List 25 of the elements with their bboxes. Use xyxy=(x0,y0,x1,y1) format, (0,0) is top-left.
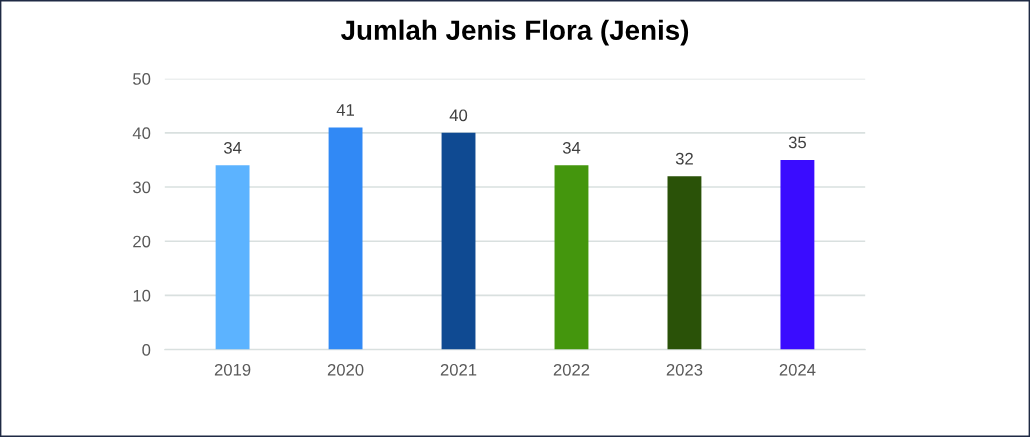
x-tick-label: 2021 xyxy=(440,363,477,376)
bar xyxy=(328,127,363,350)
y-tick-label: 10 xyxy=(133,289,151,302)
bar xyxy=(780,159,815,350)
y-tick-label: 20 xyxy=(133,235,151,248)
bar xyxy=(215,165,250,350)
y-tick-label: 50 xyxy=(133,73,151,85)
x-tick-label: 2022 xyxy=(553,363,590,376)
bar xyxy=(554,165,589,350)
x-tick-label: 2023 xyxy=(666,363,703,376)
chart-title: Jumlah Jenis Flora (Jenis) xyxy=(341,19,689,46)
y-tick-label: 30 xyxy=(133,181,151,194)
y-tick-label: 0 xyxy=(142,344,151,356)
data-label: 34 xyxy=(223,141,242,154)
bar xyxy=(441,132,476,350)
data-label: 32 xyxy=(675,152,693,165)
bar xyxy=(667,176,702,350)
data-label: 34 xyxy=(562,141,581,154)
data-label: 41 xyxy=(336,104,355,116)
x-tick-label: 2019 xyxy=(214,363,251,376)
x-tick-label: 2024 xyxy=(779,363,816,376)
x-tick-label: 2020 xyxy=(327,363,364,376)
y-tick-label: 40 xyxy=(132,127,151,140)
data-label: 40 xyxy=(449,109,468,122)
data-label: 35 xyxy=(788,136,806,149)
